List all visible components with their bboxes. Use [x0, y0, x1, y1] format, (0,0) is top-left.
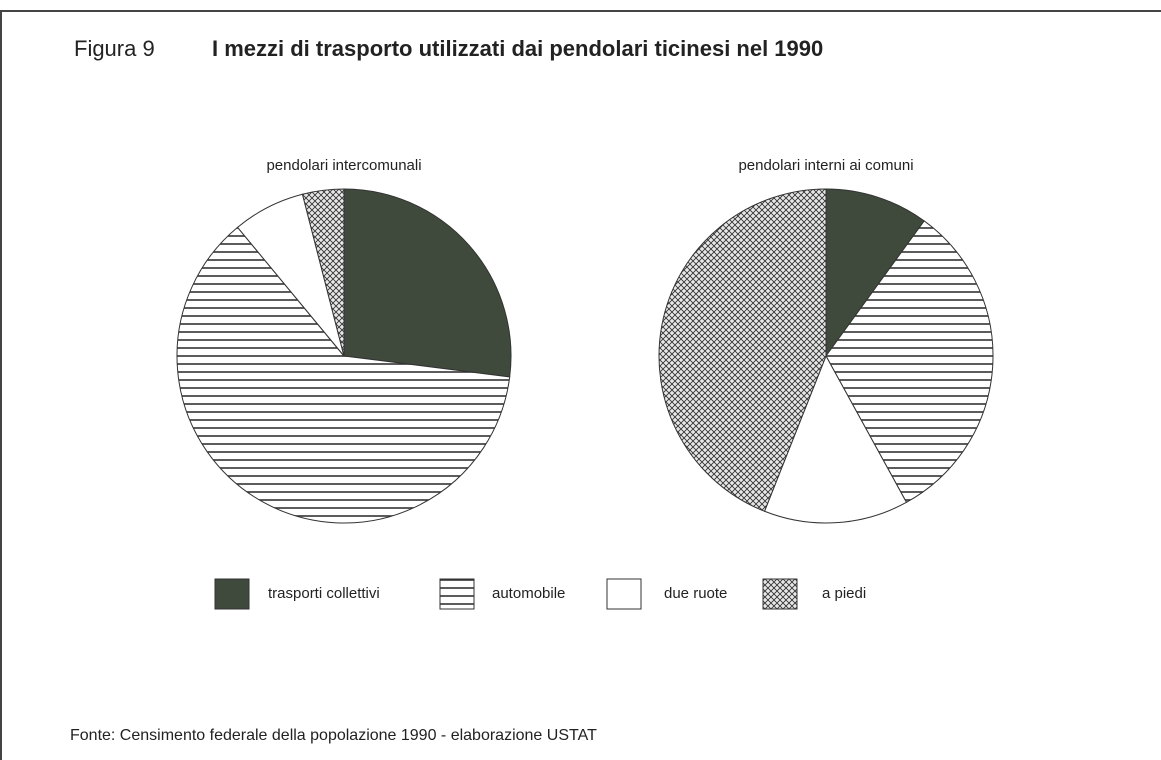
pie-slice — [301, 188, 345, 357]
pie-title: pendolari intercomunali — [266, 157, 421, 174]
figure-label: Figura 9 — [74, 36, 155, 61]
legend-swatch — [439, 578, 475, 610]
pie-slice — [176, 226, 511, 524]
pie-slice — [658, 188, 827, 512]
legend-label: trasporti collettivi — [268, 585, 380, 602]
frame — [0, 10, 1161, 760]
legend-label: automobile — [492, 585, 565, 602]
legend-swatch — [762, 578, 798, 610]
pie-slice — [343, 188, 512, 378]
source: Fonte: Censimento federale della popolaz… — [70, 727, 597, 744]
legend-swatch — [606, 578, 642, 610]
legend-swatch — [214, 578, 250, 610]
pie-title: pendolari interni ai comuni — [738, 157, 913, 174]
pie-slice — [763, 354, 908, 524]
pie-slice — [825, 188, 925, 358]
pie-slice — [825, 220, 994, 504]
legend-label: a piedi — [822, 585, 866, 602]
figure-title: I mezzi di trasporto utilizzati dai pend… — [212, 36, 823, 61]
legend-label: due ruote — [664, 585, 727, 602]
